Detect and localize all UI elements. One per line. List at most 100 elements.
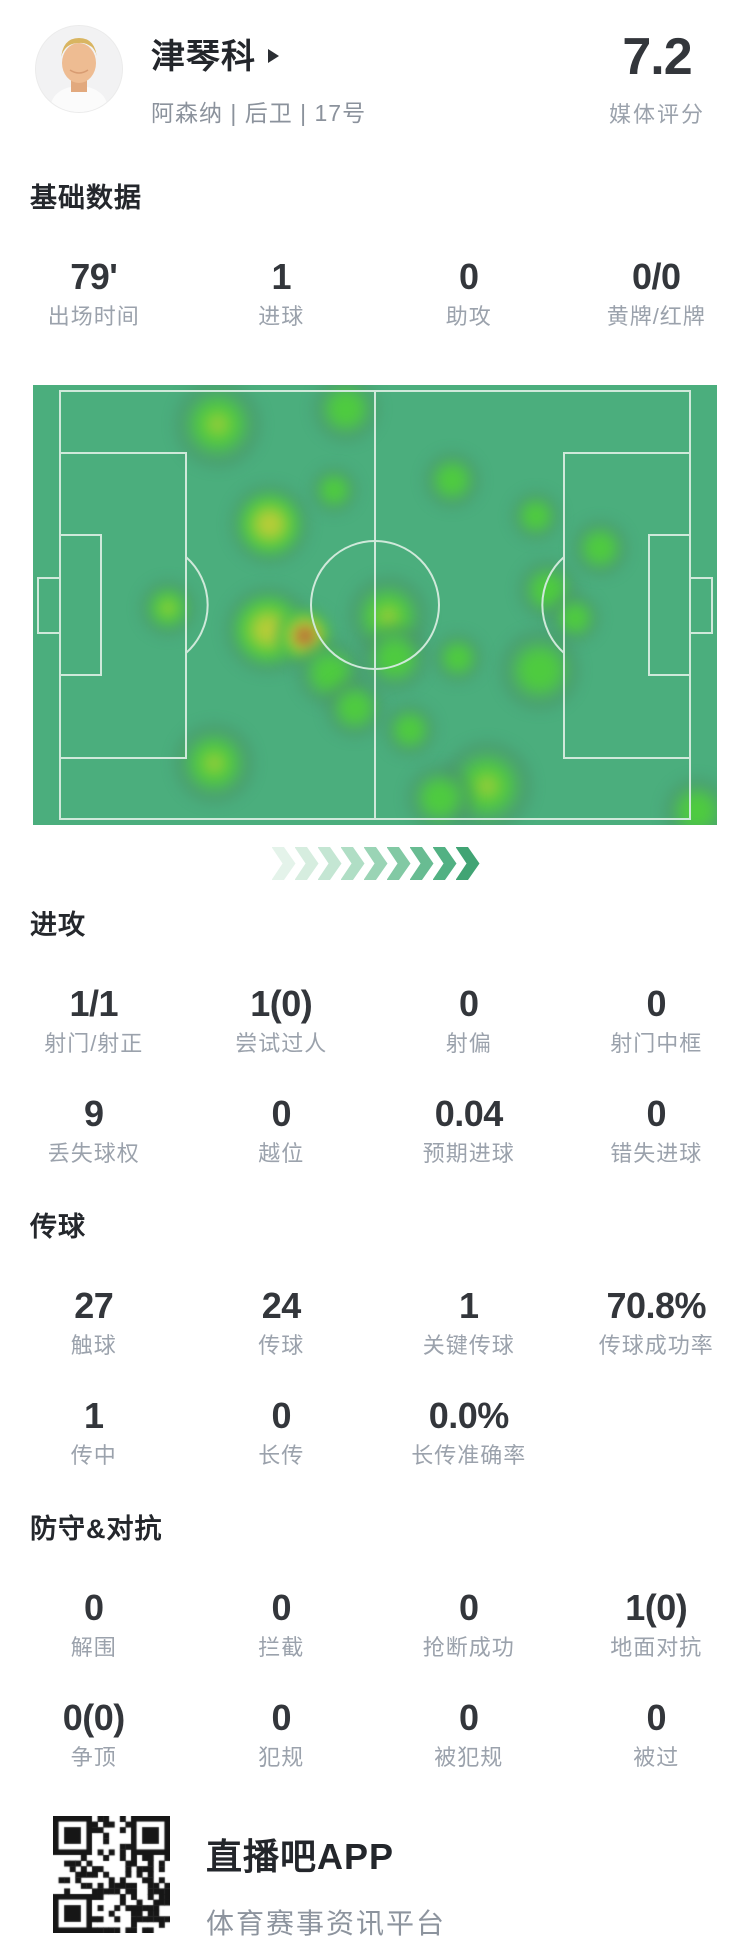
stat-cell: 0 错失进球 [563, 1094, 750, 1166]
avatar[interactable] [35, 25, 123, 113]
stat-label: 进球 [258, 304, 305, 329]
stat-label: 争顶 [70, 1745, 117, 1770]
stat-cell: 1 传中 [0, 1396, 188, 1468]
chevron-icon [340, 847, 365, 880]
stat-cell: 0 助攻 [375, 257, 563, 329]
stat-value: 0/0 [631, 256, 681, 297]
stat-cell: 0 长传 [188, 1396, 376, 1468]
stat-value: 1 [271, 256, 292, 297]
stat-value: 24 [261, 1285, 302, 1326]
stat-value: 0 [646, 1697, 667, 1738]
app-name: 直播吧APP [206, 1836, 395, 1877]
stat-cell: 1(0) 地面对抗 [563, 1588, 750, 1660]
player-name: 津琴科 [151, 38, 256, 76]
player-header: 津琴科 阿森纳 | 后卫 | 17号 7.2 媒体评分 [0, 0, 750, 129]
stat-label: 射门中框 [610, 1031, 703, 1056]
stat-value: 0 [646, 1093, 667, 1134]
footer-text: 直播吧APP 体育赛事资讯平台 [206, 1816, 446, 1942]
chevron-icon [455, 847, 480, 880]
stat-cell: 79' 出场时间 [0, 257, 188, 329]
stat-label: 传球 [258, 1333, 305, 1358]
stat-cell: 27 触球 [0, 1286, 188, 1358]
heat-blob [499, 629, 581, 711]
heat-blob [423, 451, 482, 509]
stat-value: 27 [74, 1285, 114, 1326]
heat-blob [510, 490, 562, 542]
stat-cell: 0 射门中框 [563, 984, 750, 1056]
stat-label: 尝试过人 [235, 1031, 328, 1056]
media-rating: 7.2 媒体评分 [582, 31, 732, 129]
stat-cell: 0 抢断成功 [375, 1588, 563, 1660]
chevron-arrows [0, 847, 750, 880]
stat-cell: 0.0% 长传准确率 [375, 1396, 563, 1468]
stat-cell: 0 犯规 [188, 1698, 376, 1770]
chevron-icon [432, 847, 457, 880]
stat-cell: 0 解围 [0, 1588, 188, 1660]
section-title: 进攻 [30, 910, 86, 940]
stat-label: 预期进球 [422, 1141, 515, 1166]
stat-value: 1(0) [625, 1587, 688, 1628]
stat-cell: 0 被犯规 [375, 1698, 563, 1770]
stat-cell: 0 射偏 [375, 984, 563, 1056]
stat-label: 被过 [633, 1745, 680, 1770]
stat-label: 出场时间 [47, 304, 140, 329]
section-title-basic: 基础数据 [30, 183, 142, 213]
stat-cell: 0 拦截 [188, 1588, 376, 1660]
stat-label: 抢断成功 [422, 1635, 515, 1660]
stat-label: 拦截 [258, 1635, 305, 1660]
stat-cell: 0 被过 [563, 1698, 750, 1770]
chevron-icon [271, 847, 296, 880]
pitch-markings [37, 390, 713, 820]
heat-blob [228, 483, 311, 565]
heat-blob [571, 518, 629, 577]
stat-value: 0 [458, 256, 479, 297]
stat-label: 传中 [70, 1443, 117, 1468]
stat-cell: 0.04 预期进球 [375, 1094, 563, 1166]
stats-row: 0(0) 争顶 0 犯规 0 被犯规 0 被过 [0, 1698, 750, 1770]
stat-value: 0 [271, 1093, 292, 1134]
stat-value: 70.8% [606, 1285, 707, 1326]
player-identity[interactable]: 津琴科 阿森纳 | 后卫 | 17号 [151, 29, 366, 128]
stat-cell: 0/0 黄牌/红牌 [563, 257, 750, 329]
stat-label: 关键传球 [422, 1333, 515, 1358]
section-title: 防守&对抗 [30, 1514, 163, 1544]
stat-value: 0(0) [62, 1697, 126, 1738]
player-portrait [36, 26, 122, 112]
qr-code [53, 1816, 170, 1933]
expand-arrow-icon[interactable] [268, 48, 279, 63]
stat-value: 1 [458, 1285, 479, 1326]
stat-label: 解围 [70, 1635, 117, 1660]
heat-blob [382, 702, 438, 758]
stat-cell: 1 进球 [188, 257, 376, 329]
stat-label: 传球成功率 [598, 1333, 714, 1358]
chevron-icon [363, 847, 388, 880]
stat-value: 1/1 [69, 983, 119, 1024]
stats-row: 1 传中 0 长传 0.0% 长传准确率 [0, 1396, 750, 1468]
heat-blob [360, 623, 429, 692]
stats-row: 27 触球 24 传球 1 关键传球 70.8% 传球成功率 [0, 1286, 750, 1358]
stat-label: 丢失球权 [47, 1141, 140, 1166]
stat-label: 触球 [70, 1333, 117, 1358]
stat-label: 长传 [258, 1443, 305, 1468]
chevron-icon [294, 847, 319, 880]
stat-value: 0 [458, 983, 479, 1024]
chevron-icon [317, 847, 342, 880]
stat-value: 9 [83, 1093, 104, 1134]
stat-value: 0.04 [434, 1093, 504, 1134]
app-tagline: 体育赛事资讯平台 [206, 1908, 447, 1939]
stat-cell [563, 1396, 750, 1468]
heat-blob [312, 385, 381, 444]
stats-row: 9 丢失球权 0 越位 0.04 预期进球 0 错失进球 [0, 1094, 750, 1166]
stat-value: 79' [70, 256, 118, 297]
heatmap-layer [33, 385, 717, 825]
chevron-icon [409, 847, 434, 880]
stat-label: 助攻 [445, 304, 492, 329]
stat-value: 1 [83, 1395, 104, 1436]
heatmap-pitch [33, 385, 717, 825]
chevron-icon [386, 847, 411, 880]
stat-value: 0 [458, 1587, 479, 1628]
stat-cell: 1 关键传球 [375, 1286, 563, 1358]
stat-label: 地面对抗 [610, 1635, 703, 1660]
app-footer: 直播吧APP 体育赛事资讯平台 [0, 1816, 750, 1942]
